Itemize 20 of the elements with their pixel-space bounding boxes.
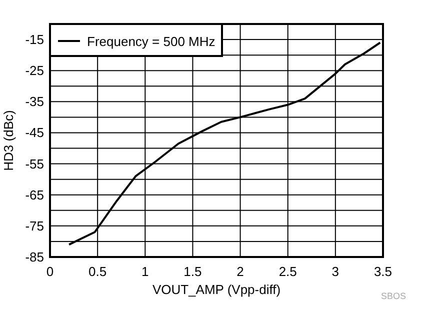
y-tick-label: -55 xyxy=(25,156,44,172)
x-tick-label: 3 xyxy=(332,264,340,279)
y-tick-label: -15 xyxy=(25,32,44,48)
x-tick-label: 0 xyxy=(46,264,54,279)
y-tick-label: -65 xyxy=(25,187,44,202)
x-tick-label: 2 xyxy=(236,264,244,279)
text: SBOS xyxy=(380,291,406,301)
x-tick-label: 1 xyxy=(142,264,149,279)
x-tick-label: 2.5 xyxy=(278,264,297,279)
x-tick-label: 0.5 xyxy=(88,264,107,279)
y-tick-label: -85 xyxy=(25,250,44,264)
y-tick-label: -35 xyxy=(25,94,44,110)
y-tick-label: -75 xyxy=(25,218,44,234)
x-tick-label: 1.5 xyxy=(184,264,202,279)
legend-label: Frequency = 500 MHz xyxy=(87,34,216,49)
y-axis-title: HD3 (dBc) xyxy=(1,110,16,171)
y-tick-label: -25 xyxy=(25,63,44,78)
y-tick-label: -45 xyxy=(25,125,44,140)
x-axis-title: VOUT_AMP (Vpp-diff) xyxy=(152,282,281,297)
x-tick-label: 3.5 xyxy=(374,264,392,279)
